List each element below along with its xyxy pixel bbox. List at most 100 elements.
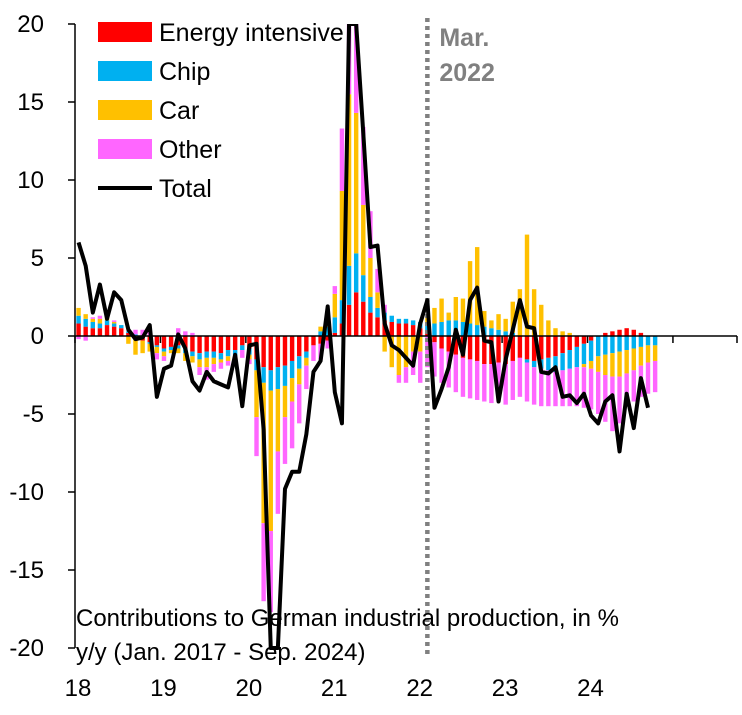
x-tick-label-18: 18 bbox=[65, 675, 92, 702]
bar-car-12 bbox=[161, 351, 167, 357]
bar-energy-intensive-69 bbox=[567, 336, 572, 351]
bar-other-76 bbox=[617, 376, 622, 424]
bar-energy-intensive-36 bbox=[332, 332, 338, 336]
bar-energy-intensive-72 bbox=[588, 336, 594, 341]
bar-car-25 bbox=[254, 370, 259, 418]
bar-chip-8 bbox=[133, 334, 138, 336]
bar-chip-38 bbox=[346, 265, 352, 305]
bar-other-23 bbox=[240, 350, 245, 358]
bar-chip-0 bbox=[76, 315, 81, 324]
bar-other-57 bbox=[482, 364, 487, 402]
bar-chip-78 bbox=[631, 336, 636, 349]
bar-energy-intensive-19 bbox=[211, 336, 217, 352]
bar-car-19 bbox=[211, 357, 217, 365]
bar-chip-59 bbox=[496, 329, 501, 336]
bar-other-12 bbox=[161, 356, 167, 361]
bar-other-58 bbox=[489, 364, 494, 404]
bar-energy-intensive-21 bbox=[225, 336, 231, 351]
bar-car-34 bbox=[318, 326, 323, 332]
legend-label-total: Total bbox=[159, 175, 212, 203]
bar-energy-intensive-1 bbox=[83, 326, 88, 336]
bar-chip-63 bbox=[524, 359, 530, 363]
bar-car-43 bbox=[382, 336, 387, 352]
bar-other-0 bbox=[76, 336, 81, 340]
bar-chip-17 bbox=[197, 353, 202, 360]
bar-other-39 bbox=[353, 24, 359, 113]
bar-car-36 bbox=[332, 293, 338, 318]
bar-other-64 bbox=[531, 367, 537, 405]
bar-car-52 bbox=[446, 312, 451, 321]
bar-car-29 bbox=[282, 385, 288, 418]
bar-car-76 bbox=[617, 351, 622, 377]
bar-chip-74 bbox=[603, 336, 608, 355]
bar-chip-45 bbox=[396, 318, 402, 324]
bar-chip-68 bbox=[560, 353, 565, 371]
bar-energy-intensive-4 bbox=[104, 325, 110, 336]
bar-car-11 bbox=[154, 346, 160, 354]
bar-chip-3 bbox=[97, 323, 103, 329]
bar-car-13 bbox=[168, 350, 174, 354]
bar-energy-intensive-34 bbox=[318, 336, 323, 344]
legend: Energy intensive Chip Car Other Total bbox=[98, 19, 344, 203]
total-line-layer bbox=[76, 24, 650, 650]
bar-car-66 bbox=[546, 320, 551, 336]
bar-chip-73 bbox=[595, 336, 601, 357]
bar-chip-26 bbox=[261, 367, 266, 383]
bar-energy-intensive-63 bbox=[524, 336, 530, 360]
bar-car-63 bbox=[524, 234, 530, 336]
bar-other-29 bbox=[282, 417, 288, 464]
bar-energy-intensive-76 bbox=[617, 329, 622, 336]
bar-car-47 bbox=[410, 336, 416, 352]
bar-other-14 bbox=[176, 328, 181, 336]
bar-energy-intensive-31 bbox=[297, 336, 302, 357]
bar-energy-intensive-30 bbox=[289, 336, 295, 361]
legend-swatch-other bbox=[98, 139, 152, 159]
bar-car-9 bbox=[140, 340, 145, 354]
bar-other-30 bbox=[289, 401, 295, 449]
bar-chip-29 bbox=[282, 365, 288, 386]
bar-energy-intensive-44 bbox=[389, 321, 394, 336]
bar-car-65 bbox=[539, 304, 544, 336]
bar-other-40 bbox=[361, 126, 366, 205]
bar-car-8 bbox=[133, 336, 138, 355]
bar-energy-intensive-29 bbox=[282, 336, 288, 366]
bar-car-17 bbox=[197, 359, 202, 368]
bar-energy-intensive-11 bbox=[154, 336, 160, 346]
bar-chip-31 bbox=[297, 356, 302, 369]
bar-other-46 bbox=[403, 367, 409, 383]
bar-car-28 bbox=[275, 389, 281, 452]
bar-chip-51 bbox=[439, 321, 444, 336]
bar-chip-70 bbox=[574, 346, 580, 368]
bar-chip-80 bbox=[645, 336, 651, 346]
bar-car-51 bbox=[439, 298, 444, 322]
bar-car-64 bbox=[531, 289, 537, 336]
y-tick-label--10: -10 bbox=[9, 479, 44, 506]
bar-other-77 bbox=[624, 373, 629, 405]
bar-car-80 bbox=[645, 345, 651, 363]
bar-chip-19 bbox=[211, 351, 217, 358]
bar-other-74 bbox=[603, 375, 608, 422]
bar-other-53 bbox=[453, 354, 459, 393]
bar-other-3 bbox=[97, 315, 103, 319]
bar-energy-intensive-61 bbox=[510, 336, 515, 361]
bar-energy-intensive-20 bbox=[218, 336, 224, 354]
bar-other-55 bbox=[467, 359, 473, 399]
bar-other-15 bbox=[183, 331, 188, 336]
bar-other-2 bbox=[90, 317, 95, 319]
bar-chip-75 bbox=[610, 336, 615, 354]
bar-energy-intensive-18 bbox=[204, 336, 209, 352]
bar-other-70 bbox=[574, 367, 580, 407]
bar-energy-intensive-35 bbox=[325, 336, 330, 341]
bar-energy-intensive-68 bbox=[560, 336, 565, 354]
bar-chip-60 bbox=[503, 331, 508, 336]
bar-energy-intensive-79 bbox=[638, 332, 644, 336]
bar-other-59 bbox=[496, 362, 501, 402]
x-tick-label-19: 19 bbox=[150, 675, 177, 702]
bar-other-1 bbox=[83, 336, 88, 341]
bar-other-61 bbox=[510, 360, 515, 400]
bar-other-78 bbox=[631, 370, 636, 402]
bar-chip-2 bbox=[90, 321, 95, 329]
caption-line-0: Contributions to German industrial produ… bbox=[76, 605, 619, 632]
bar-car-57 bbox=[482, 311, 487, 327]
bar-other-33 bbox=[311, 345, 316, 361]
